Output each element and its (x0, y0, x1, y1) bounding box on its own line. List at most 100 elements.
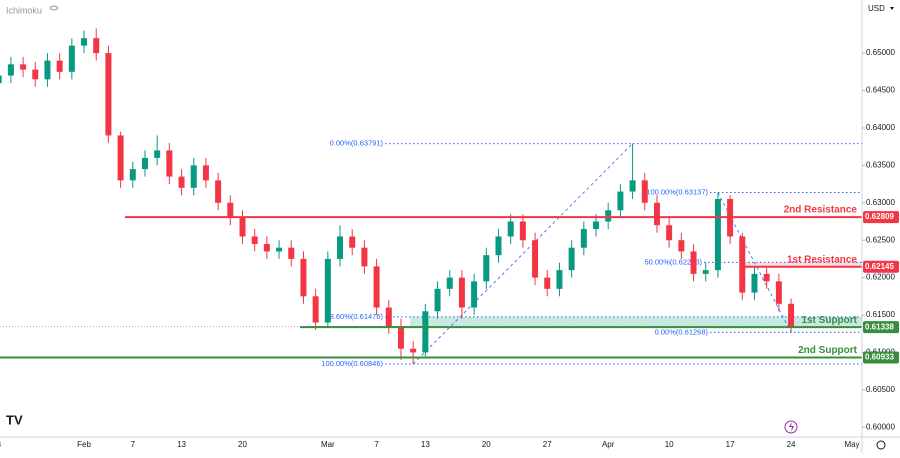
x-tick-label: Apr (602, 440, 615, 449)
fib-trend (412, 143, 633, 365)
candle-body (788, 303, 795, 327)
x-tick-label: 20 (238, 440, 247, 449)
fib-label: 100.00%(0.63137) (646, 188, 708, 197)
dropdown-icon[interactable] (890, 7, 894, 10)
fib-label: 78.60%(0.61476) (325, 312, 383, 321)
candle-body (544, 277, 551, 289)
candle-body (422, 311, 429, 353)
candle-body (117, 135, 124, 181)
time-axis (0, 437, 862, 453)
x-tick-label: 13 (177, 440, 186, 449)
candle-body (739, 236, 746, 293)
x-tick-label: 24 (787, 440, 796, 449)
candle-body (446, 277, 453, 289)
eye-icon (49, 5, 59, 11)
candle-body (666, 225, 673, 241)
candle-body (519, 221, 526, 241)
candle-body (129, 169, 136, 181)
candle-body (239, 217, 246, 237)
y-tick-label: 0.65000 (866, 48, 895, 57)
x-tick-label: 27 (543, 440, 552, 449)
candle-body (458, 277, 465, 308)
x-tick-label: Mar (321, 440, 335, 449)
candle-body (324, 258, 331, 323)
logo: TV (6, 412, 23, 427)
x-tick-label: 7 (131, 440, 136, 449)
x-tick-label: 3 (0, 440, 1, 449)
x-tick-label: 7 (374, 440, 379, 449)
axes: 0.600000.605000.610000.615000.620000.625… (0, 48, 899, 449)
x-tick-label: 10 (665, 440, 674, 449)
x-tick-label: 13 (421, 440, 430, 449)
candle-body (763, 273, 770, 282)
x-tick-label: 20 (482, 440, 491, 449)
fib-label: 100.00%(0.60846) (321, 359, 383, 368)
candle-body (141, 157, 148, 170)
candle-body (568, 247, 575, 271)
resistance-zone (740, 262, 862, 267)
plot-area: 0.00%(0.63791) 100.00%(0.63137) 50.00%(0.6… (0, 28, 862, 368)
candle-body (556, 270, 563, 289)
candle-body (56, 60, 63, 72)
alert-icon[interactable] (789, 422, 794, 432)
y-tick-label: 0.62500 (866, 235, 895, 244)
y-tick-label: 0.60500 (866, 385, 895, 394)
candle-body (471, 281, 478, 308)
x-tick-label: Feb (77, 440, 91, 449)
candle-body (385, 307, 392, 327)
candle-body (751, 273, 758, 293)
fib-label: 0.00%(0.63791) (330, 139, 384, 148)
level-tag-label: 0.60933 (865, 353, 894, 362)
level-tag-label: 0.61338 (865, 322, 894, 331)
candle-body (397, 326, 404, 349)
candle-body (93, 38, 100, 54)
candle-body (300, 258, 307, 297)
fib-label: 0.00%(0.61268) (655, 327, 709, 336)
candle-body (105, 53, 112, 136)
candle-body (276, 247, 283, 252)
level-tag-label: 0.62145 (865, 262, 894, 271)
candle-body (434, 288, 441, 312)
candle-body (202, 165, 209, 181)
y-tick-label: 0.63000 (866, 198, 895, 207)
candle-body (593, 221, 600, 229)
candle-body (32, 69, 39, 80)
alert-icon[interactable] (784, 420, 798, 434)
candle-body (702, 270, 709, 274)
candle-body (483, 255, 490, 282)
candle-body (361, 247, 368, 267)
candle-body (629, 180, 636, 192)
candle-body (215, 180, 222, 203)
candle-body (775, 281, 782, 304)
indicator-label: Ichimoku (6, 5, 42, 15)
y-tick-label: 0.64000 (866, 123, 895, 132)
candle-body (288, 247, 295, 259)
candle-body (178, 176, 185, 188)
candle-body (410, 348, 417, 353)
candle-body (154, 150, 161, 158)
candle-body (714, 199, 721, 271)
candle-body (7, 64, 14, 76)
candle-body (532, 240, 539, 278)
level-tag (863, 211, 899, 224)
y-tick-label: 0.61500 (866, 310, 895, 319)
candle-body (653, 202, 660, 226)
candle-body (337, 236, 344, 259)
candle-body (641, 180, 648, 203)
y-tick-label: 0.60000 (866, 422, 895, 431)
candle-body (495, 236, 502, 256)
candle-body (44, 60, 51, 80)
settings-icon[interactable] (876, 440, 886, 450)
y-tick-label: 0.64500 (866, 86, 895, 95)
candle-body (68, 45, 75, 72)
y-tick-label: 0.63500 (866, 160, 895, 169)
currency-label[interactable]: USD (868, 4, 885, 13)
level-tag-label: 0.62809 (865, 212, 894, 221)
level-tag (863, 351, 899, 364)
candle-body (580, 228, 587, 248)
candle-body (312, 296, 319, 323)
level-tag (863, 321, 899, 334)
candle-body (507, 221, 514, 237)
candle-body (349, 236, 356, 248)
